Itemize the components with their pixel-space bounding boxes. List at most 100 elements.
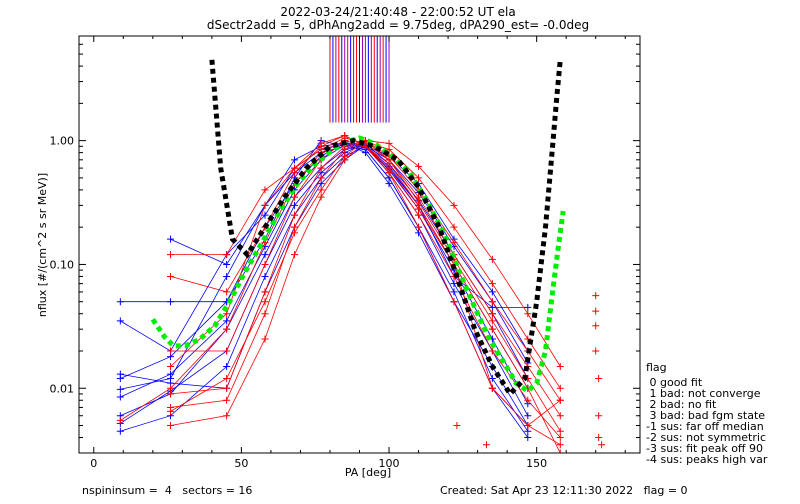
data-point <box>488 280 496 288</box>
data-point <box>450 280 458 288</box>
x-tick-label: 150 <box>526 457 547 470</box>
data-point <box>556 412 564 420</box>
data-point <box>450 223 458 231</box>
x-tick-label: 0 <box>90 457 97 470</box>
data-point <box>223 310 231 318</box>
data-point <box>450 288 458 296</box>
data-point <box>415 174 423 182</box>
y-axis-label: nflux [#/(cm^2 s sr MeV)] <box>36 173 49 317</box>
y-tick-label: 0.01 <box>50 382 75 395</box>
data-point <box>450 298 458 306</box>
legend-entry: 3 bad: bad fgm state <box>646 409 765 422</box>
data-point <box>223 325 231 333</box>
data-point <box>488 374 496 382</box>
data-point <box>450 201 458 209</box>
data-point <box>488 255 496 263</box>
legend-heading: flag <box>646 361 667 374</box>
series-line <box>170 142 528 308</box>
data-point <box>223 260 231 268</box>
data-point <box>261 186 269 194</box>
x-tick-label: 100 <box>379 457 400 470</box>
data-point <box>488 347 496 355</box>
data-point <box>385 139 393 147</box>
series-line <box>120 140 561 438</box>
data-point <box>261 335 269 343</box>
data-point <box>595 412 603 420</box>
data-point <box>116 427 124 435</box>
data-point <box>261 260 269 268</box>
data-point <box>488 288 496 296</box>
data-point <box>167 272 175 280</box>
data-point <box>385 160 393 168</box>
data-point <box>223 396 231 404</box>
data-point <box>223 347 231 355</box>
data-point <box>223 384 231 392</box>
x-tick-label: 50 <box>234 457 248 470</box>
data-point <box>524 335 532 343</box>
data-point <box>261 288 269 296</box>
data-point <box>524 434 532 442</box>
data-point <box>317 174 325 182</box>
legend-entry: 1 bad: not converge <box>646 387 761 400</box>
data-point <box>291 156 299 164</box>
data-point <box>291 251 299 259</box>
legend-entry: 2 bad: no fit <box>646 398 717 411</box>
chart-title-line2: dSectr2add = 5, dPhAng2add = 9.75deg, dP… <box>207 18 589 32</box>
data-point <box>223 317 231 325</box>
data-point <box>317 164 325 172</box>
data-point <box>167 362 175 370</box>
footer-spin-info: nspininsum = 4 sectors = 16 <box>82 484 252 497</box>
data-point <box>291 201 299 209</box>
legend-entry: -4 sus: peaks high var <box>646 453 768 466</box>
data-point <box>482 441 490 449</box>
data-point <box>167 422 175 430</box>
data-point <box>385 180 393 188</box>
data-point <box>116 317 124 325</box>
data-point <box>261 201 269 209</box>
data-point <box>317 193 325 201</box>
flag-legend: flag 0 good fit 1 bad: not converge 2 ba… <box>646 361 768 466</box>
data-point <box>167 407 175 415</box>
data-point <box>592 292 600 300</box>
data-point <box>556 396 564 404</box>
green-fit-curve <box>150 135 566 395</box>
data-point <box>116 298 124 306</box>
data-point <box>261 298 269 306</box>
data-point <box>592 322 600 330</box>
data-point <box>167 390 175 398</box>
data-point <box>524 310 532 318</box>
data-layer <box>116 36 606 453</box>
data-point <box>450 239 458 247</box>
y-tick-label: 1.00 <box>50 135 75 148</box>
data-point <box>167 298 175 306</box>
data-point <box>595 374 603 382</box>
data-point <box>167 347 175 355</box>
y-tick-label: 0.10 <box>50 258 75 271</box>
data-point <box>167 251 175 259</box>
data-point <box>317 139 325 147</box>
data-point <box>488 298 496 306</box>
data-point <box>556 441 564 449</box>
legend-entry: -2 sus: not symmetric <box>646 431 766 444</box>
legend-entry: -3 sus: fit peak off 90 <box>646 442 763 455</box>
data-point <box>488 310 496 318</box>
data-point <box>556 384 564 392</box>
data-point <box>385 169 393 177</box>
data-point <box>415 211 423 219</box>
data-point <box>556 434 564 442</box>
data-point <box>415 223 423 231</box>
data-point <box>116 393 124 401</box>
data-point <box>415 162 423 170</box>
data-point <box>488 384 496 392</box>
data-point <box>261 251 269 259</box>
data-point <box>524 396 532 404</box>
data-point <box>598 441 606 449</box>
data-point <box>223 362 231 370</box>
data-point <box>223 288 231 296</box>
data-point <box>556 427 564 435</box>
series-line <box>120 144 529 389</box>
data-point <box>317 186 325 194</box>
data-point <box>361 149 369 157</box>
